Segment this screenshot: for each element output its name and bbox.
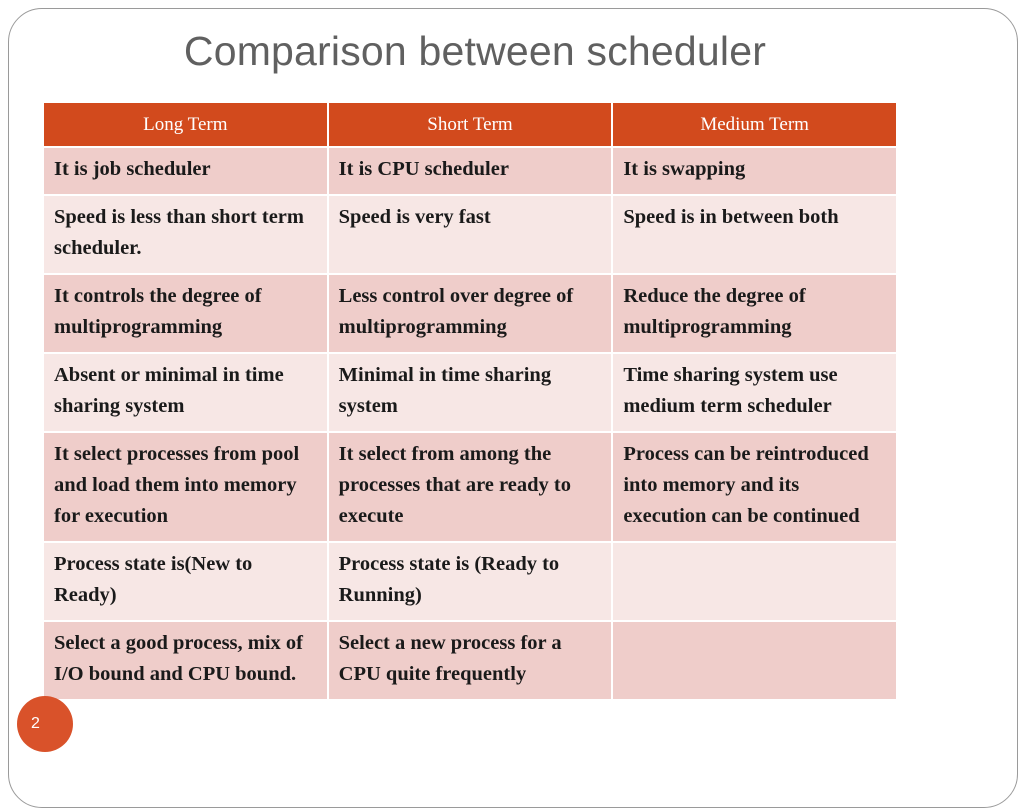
table-cell: It is swapping <box>611 146 896 196</box>
table-cell: It controls the degree of multiprogrammi… <box>42 273 329 354</box>
table-cell <box>611 620 896 701</box>
table-row: Select a good process, mix of I/O bound … <box>42 620 896 701</box>
table-cell: It select processes from pool and load t… <box>42 431 329 543</box>
table-cell <box>611 541 896 622</box>
header-medium-term: Medium Term <box>611 101 896 148</box>
table-row: Speed is less than short term scheduler.… <box>42 194 896 275</box>
table-cell: It is job scheduler <box>42 146 329 196</box>
table-header-row: Long Term Short Term Medium Term <box>42 101 896 148</box>
table-cell: Process state is (Ready to Running) <box>326 541 614 622</box>
table-row: It is job scheduler It is CPU scheduler … <box>42 146 896 196</box>
table-cell: Minimal in time sharing system <box>326 352 614 433</box>
table-cell: Speed is in between both <box>611 194 896 275</box>
comparison-table-container: Long Term Short Term Medium Term It is j… <box>42 101 896 768</box>
comparison-table: Long Term Short Term Medium Term It is j… <box>42 101 896 701</box>
table-row: It select processes from pool and load t… <box>42 431 896 543</box>
table-row: Absent or minimal in time sharing system… <box>42 352 896 433</box>
table-cell: Absent or minimal in time sharing system <box>42 352 329 433</box>
slide-title: Comparison between scheduler <box>183 28 767 74</box>
table-cell: Reduce the degree of multiprogramming <box>611 273 896 354</box>
table-cell: Select a new process for a CPU quite fre… <box>326 620 614 701</box>
header-long-term: Long Term <box>42 101 329 148</box>
table-row: It controls the degree of multiprogrammi… <box>42 273 896 354</box>
table-cell: Process can be reintroduced into memory … <box>611 431 896 543</box>
table-row: Process state is(New to Ready) Process s… <box>42 541 896 622</box>
table-cell: It select from among the processes that … <box>326 431 614 543</box>
table-cell: It is CPU scheduler <box>326 146 614 196</box>
table-cell: Select a good process, mix of I/O bound … <box>42 620 329 701</box>
page-number-badge: 2 <box>17 696 73 752</box>
table-cell: Time sharing system use medium term sche… <box>611 352 896 433</box>
table-cell: Process state is(New to Ready) <box>42 541 329 622</box>
table-cell: Speed is very fast <box>326 194 614 275</box>
table-cell: Speed is less than short term scheduler. <box>42 194 329 275</box>
header-short-term: Short Term <box>326 101 614 148</box>
table-cell: Less control over degree of multiprogram… <box>326 273 614 354</box>
